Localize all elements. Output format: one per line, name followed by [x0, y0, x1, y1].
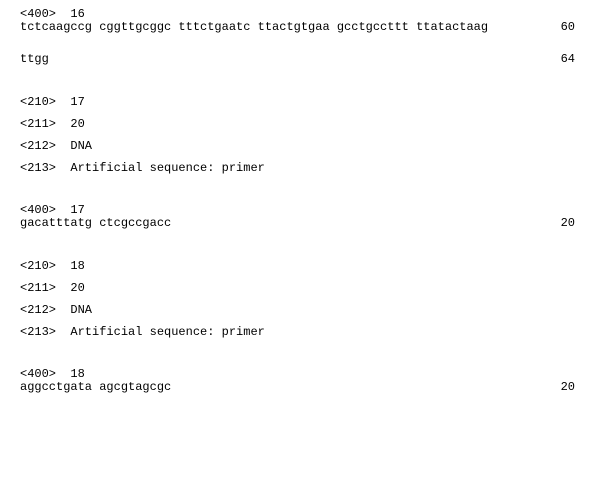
- sequence-pos: 20: [545, 216, 575, 230]
- tag-213: <213> Artificial sequence: primer: [20, 162, 575, 174]
- tag-211: <211> 20: [20, 118, 575, 130]
- sequence-pos: 60: [545, 20, 575, 34]
- tag-210: <210> 18: [20, 260, 575, 272]
- sequence-pos: 20: [545, 380, 575, 394]
- tag-211: <211> 20: [20, 282, 575, 294]
- sequence-text: gacatttatg ctcgccgacc: [20, 216, 171, 230]
- tag-400: <400> 18: [20, 368, 575, 380]
- sequence-row: gacatttatg ctcgccgacc 20: [20, 216, 575, 230]
- sequence-listing-page: <400> 16 tctcaagccg cggttgcggc tttctgaat…: [0, 0, 595, 394]
- sequence-text: ttgg: [20, 52, 49, 66]
- tag-213: <213> Artificial sequence: primer: [20, 326, 575, 338]
- sequence-row: aggcctgata agcgtagcgc 20: [20, 380, 575, 394]
- sequence-row: ttgg 64: [20, 52, 575, 66]
- sequence-row: tctcaagccg cggttgcggc tttctgaatc ttactgt…: [20, 20, 575, 34]
- sequence-text: tctcaagccg cggttgcggc tttctgaatc ttactgt…: [20, 20, 488, 34]
- sequence-text: aggcctgata agcgtagcgc: [20, 380, 171, 394]
- sequence-pos: 64: [545, 52, 575, 66]
- tag-400: <400> 16: [20, 8, 575, 20]
- tag-212: <212> DNA: [20, 304, 575, 316]
- tag-212: <212> DNA: [20, 140, 575, 152]
- tag-400: <400> 17: [20, 204, 575, 216]
- tag-210: <210> 17: [20, 96, 575, 108]
